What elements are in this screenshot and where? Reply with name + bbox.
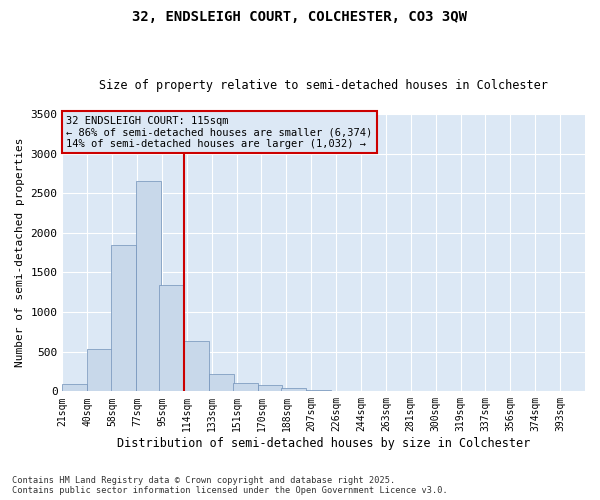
Bar <box>62 384 88 392</box>
Bar <box>233 382 257 392</box>
Text: 32 ENDSLEIGH COURT: 115sqm
← 86% of semi-detached houses are smaller (6,374)
14%: 32 ENDSLEIGH COURT: 115sqm ← 86% of semi… <box>67 116 373 149</box>
Y-axis label: Number of semi-detached properties: Number of semi-detached properties <box>15 138 25 368</box>
Bar <box>111 244 136 392</box>
Bar <box>209 374 234 392</box>
Bar <box>306 390 331 392</box>
Text: Contains HM Land Registry data © Crown copyright and database right 2025.
Contai: Contains HM Land Registry data © Crown c… <box>12 476 448 495</box>
Bar <box>257 386 283 392</box>
Title: Size of property relative to semi-detached houses in Colchester: Size of property relative to semi-detach… <box>99 79 548 92</box>
Bar <box>184 340 209 392</box>
Bar <box>136 182 161 392</box>
Bar <box>160 285 184 392</box>
Text: 32, ENDSLEIGH COURT, COLCHESTER, CO3 3QW: 32, ENDSLEIGH COURT, COLCHESTER, CO3 3QW <box>133 10 467 24</box>
Bar <box>281 388 306 392</box>
Bar <box>88 350 112 392</box>
Bar <box>331 390 356 392</box>
X-axis label: Distribution of semi-detached houses by size in Colchester: Distribution of semi-detached houses by … <box>117 437 530 450</box>
